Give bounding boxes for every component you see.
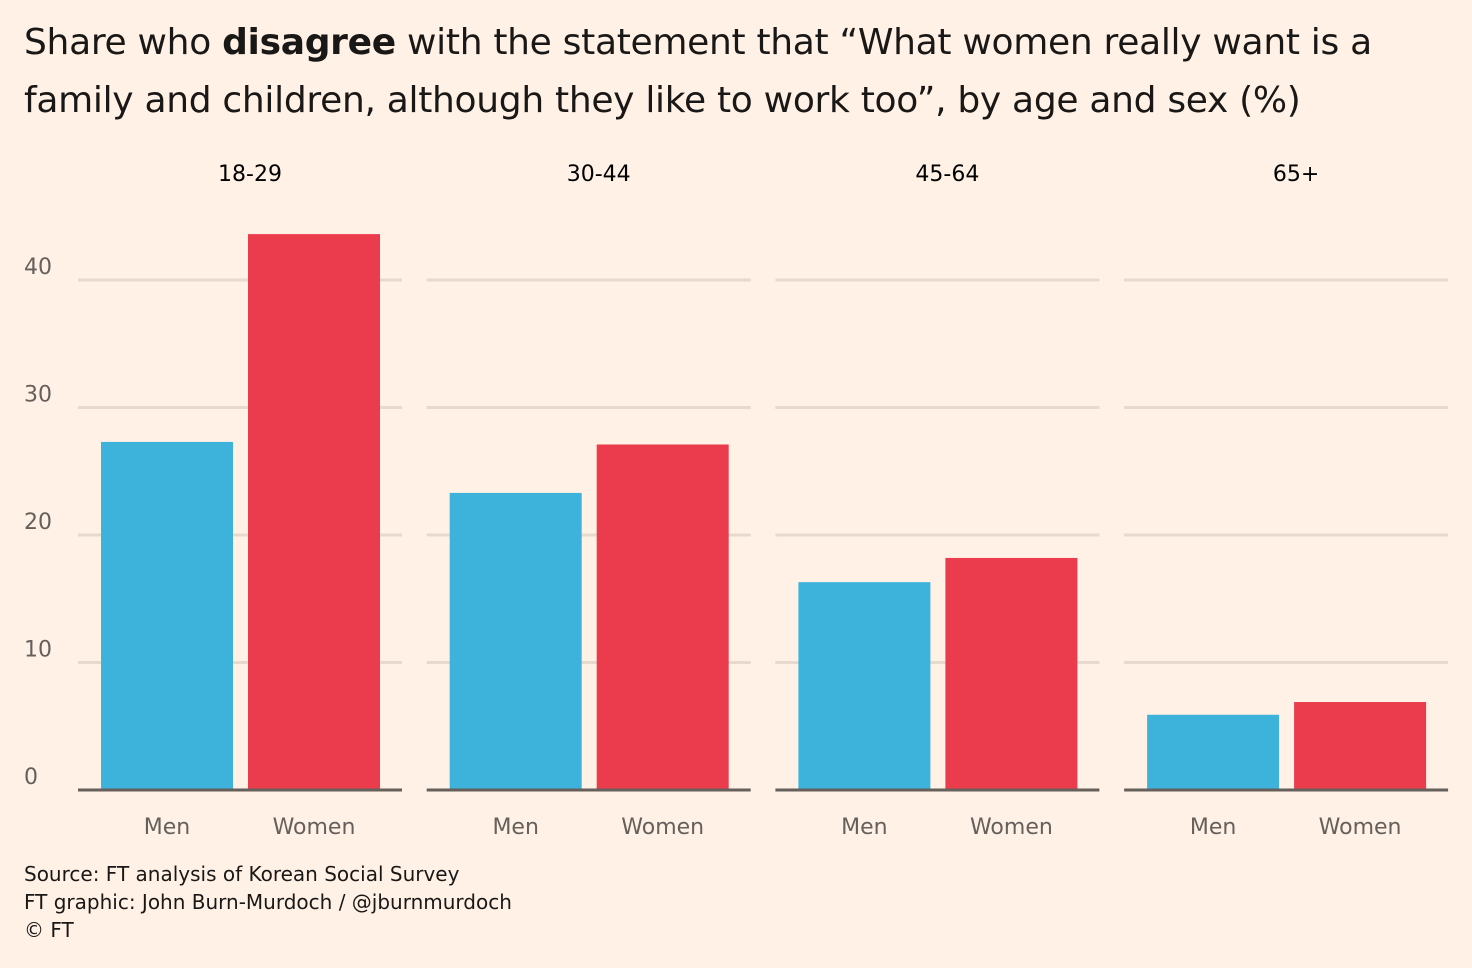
chart: 0 10 20 30 40 18-29 Men Women 30-44 Men Women 45-64… bbox=[24, 162, 1449, 840]
x-tick-label: Women bbox=[1319, 815, 1402, 840]
x-tick-label: Women bbox=[273, 815, 356, 840]
y-tick-label: 10 bbox=[24, 638, 52, 663]
bar bbox=[101, 441, 233, 790]
panel-label: 30-44 bbox=[567, 162, 631, 187]
bar bbox=[1294, 702, 1427, 790]
y-tick-label: 30 bbox=[24, 383, 52, 408]
x-tick-label: Women bbox=[621, 815, 704, 840]
panel-label: 45-64 bbox=[915, 162, 979, 187]
copyright: © FT bbox=[24, 918, 74, 942]
x-tick-label: Men bbox=[144, 815, 190, 840]
source: Source: FT analysis of Korean Social Sur… bbox=[24, 862, 460, 886]
x-tick-label: Men bbox=[1190, 815, 1236, 840]
chart-title: Share who disagree with the statement th… bbox=[24, 14, 1424, 130]
bar bbox=[449, 492, 582, 790]
bar bbox=[945, 557, 1078, 790]
bar bbox=[248, 234, 380, 791]
x-tick-label: Women bbox=[970, 815, 1053, 840]
bar bbox=[1147, 714, 1280, 790]
title-after: with the statement that “What women real… bbox=[24, 22, 1372, 121]
bar bbox=[596, 444, 729, 790]
panel-label: 18-29 bbox=[218, 162, 282, 187]
x-tick-label: Men bbox=[492, 815, 538, 840]
y-tick-label: 0 bbox=[24, 765, 38, 790]
y-tick-label: 40 bbox=[24, 255, 52, 280]
panel-label: 65+ bbox=[1273, 162, 1319, 187]
title-emphasis: disagree bbox=[222, 22, 396, 63]
y-tick-label: 20 bbox=[24, 510, 52, 535]
credit: FT graphic: John Burn-Murdoch / @jburnmu… bbox=[24, 890, 512, 914]
x-tick-label: Men bbox=[841, 815, 887, 840]
bar bbox=[798, 582, 931, 790]
title-before: Share who bbox=[24, 22, 211, 63]
